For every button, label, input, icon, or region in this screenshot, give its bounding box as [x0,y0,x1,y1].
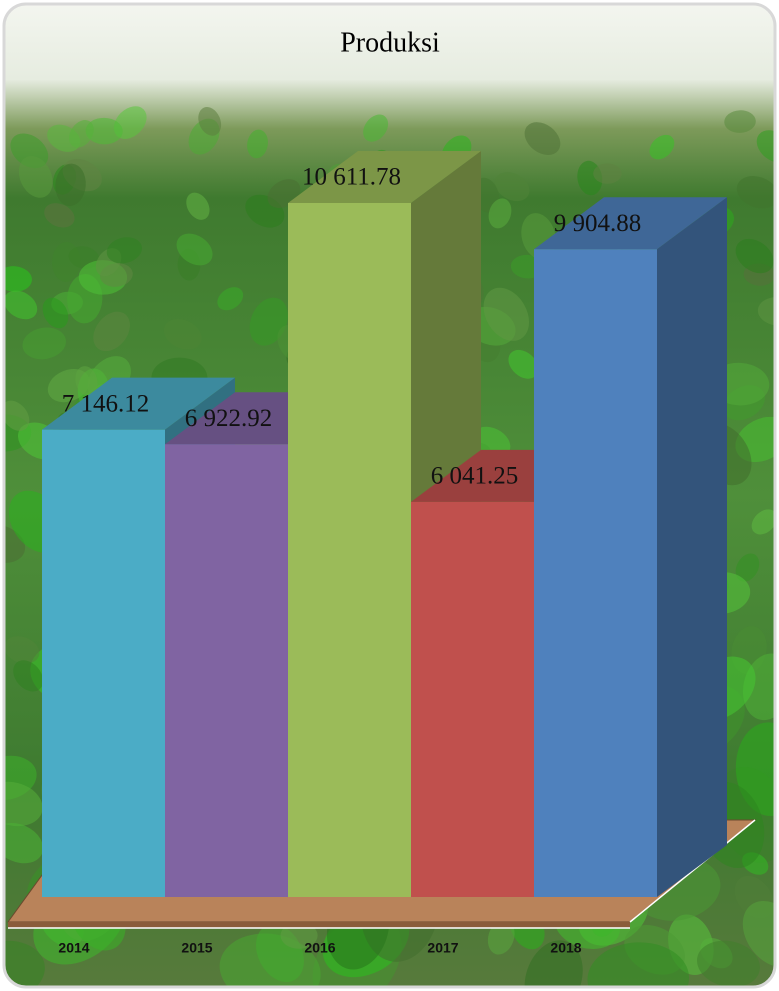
x-tick-label: 2018 [550,940,581,956]
bar-side [657,197,727,897]
axis-line [629,819,756,923]
value-label: 9 904.88 [554,210,642,237]
bar: 9 904.88 [534,197,727,897]
bar-top [534,197,727,250]
bar-front [288,203,411,897]
bar-front [534,249,657,897]
value-label: 6 041.25 [431,463,519,490]
floor-edge [8,922,630,928]
bar-front [42,429,165,897]
bar-front [165,444,288,897]
x-tick-label: 2014 [58,940,89,956]
x-tick-label: 2017 [427,940,458,956]
bar-front [411,501,534,897]
value-label: 10 611.78 [302,164,401,191]
value-label: 7 146.12 [62,390,150,417]
x-tick-label: 2016 [304,940,335,956]
bar-top [288,151,481,203]
value-label: 6 922.92 [185,405,273,432]
x-tick-label: 2015 [181,940,212,956]
chart-title: Produksi [340,27,440,58]
bar-top [42,377,235,430]
